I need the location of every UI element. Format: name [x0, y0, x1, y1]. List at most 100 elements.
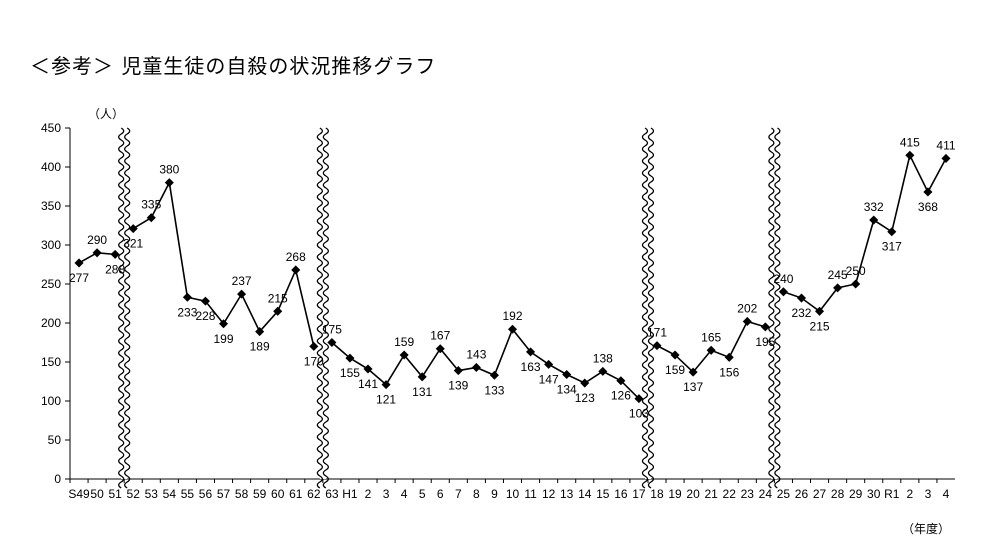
data-point — [923, 187, 933, 197]
x-tick-label: 58 — [235, 487, 249, 501]
data-label: 189 — [250, 340, 270, 354]
y-tick-label: 450 — [41, 121, 61, 135]
data-label: 171 — [647, 326, 667, 340]
x-tick-label: 16 — [614, 487, 628, 501]
data-label: 131 — [412, 385, 432, 399]
data-point — [905, 150, 915, 160]
data-label: 133 — [484, 383, 504, 397]
data-point — [778, 287, 788, 297]
data-point — [869, 215, 879, 225]
data-label: 245 — [828, 268, 848, 282]
x-tick-label: 61 — [289, 487, 303, 501]
data-point — [146, 213, 156, 223]
axis-break-gap — [319, 128, 326, 479]
data-label: 123 — [575, 391, 595, 405]
data-point — [652, 341, 662, 351]
x-tick-label: 25 — [777, 487, 791, 501]
axis-break-gap — [771, 128, 778, 479]
data-label: 159 — [394, 335, 414, 349]
data-label: 195 — [755, 335, 775, 349]
data-label: 155 — [340, 366, 360, 380]
x-tick-label: 20 — [686, 487, 700, 501]
data-label: 411 — [936, 138, 955, 152]
x-tick-label: 56 — [199, 487, 213, 501]
data-label: 103 — [629, 407, 649, 421]
x-tick-label: 5 — [419, 487, 426, 501]
x-tick-label: 6 — [437, 487, 444, 501]
data-point — [237, 289, 247, 299]
axis-break-line — [641, 127, 649, 489]
data-label: 237 — [232, 274, 252, 288]
data-point — [471, 362, 481, 372]
x-tick-label: 53 — [145, 487, 159, 501]
data-label: 137 — [683, 380, 703, 394]
data-label: 380 — [159, 163, 179, 177]
x-tick-label: 3 — [383, 487, 390, 501]
data-label: 156 — [719, 365, 739, 379]
x-tick-label: 15 — [596, 487, 610, 501]
axis-break-line — [647, 127, 655, 489]
x-tick-label: 14 — [578, 487, 592, 501]
series-line-segment — [783, 152, 947, 313]
data-point — [815, 306, 825, 316]
data-point — [74, 258, 84, 268]
axis-break-line — [124, 127, 131, 489]
x-tick-label: 26 — [795, 487, 809, 501]
x-tick-label: 62 — [307, 487, 321, 501]
x-tick-label: 11 — [524, 487, 537, 501]
data-point — [218, 319, 229, 329]
x-tick-label: 7 — [455, 487, 462, 501]
data-label: 165 — [701, 330, 721, 344]
x-tick-label: 22 — [723, 487, 737, 501]
data-point — [887, 227, 897, 237]
data-label: 228 — [195, 309, 215, 323]
axis-break-gap — [644, 128, 651, 479]
data-point — [489, 370, 499, 380]
data-label: 233 — [177, 305, 197, 319]
x-tick-label: 23 — [741, 487, 755, 501]
x-tick-label: 2 — [907, 487, 914, 501]
x-axis-label: （年度） — [902, 521, 950, 536]
x-tick-label: 57 — [217, 487, 231, 501]
data-point — [742, 316, 752, 326]
data-point — [291, 265, 301, 275]
data-label: 317 — [882, 240, 902, 254]
axis-break-line — [118, 127, 125, 489]
axis-break-line — [316, 127, 323, 489]
data-point — [941, 153, 951, 163]
y-tick-label: 350 — [41, 199, 61, 213]
x-tick-label: 51 — [108, 487, 122, 501]
data-label: 192 — [502, 309, 522, 323]
data-label: 250 — [846, 264, 866, 278]
data-point — [851, 279, 861, 289]
data-point — [526, 347, 536, 357]
data-label: 368 — [918, 200, 938, 214]
data-label: 290 — [87, 233, 107, 247]
data-point — [92, 248, 102, 258]
x-tick-label: 2 — [365, 487, 372, 501]
data-label: 335 — [141, 198, 161, 212]
x-tick-label: 54 — [163, 487, 177, 501]
x-tick-label: 4 — [943, 487, 950, 501]
data-point — [182, 292, 192, 302]
x-tick-label: S49 — [68, 487, 90, 501]
x-tick-label: 8 — [473, 487, 480, 501]
y-tick-label: 150 — [41, 355, 61, 369]
data-label: 415 — [900, 135, 920, 149]
data-point — [598, 366, 608, 376]
y-tick-label: 100 — [41, 394, 61, 408]
data-point — [110, 249, 120, 259]
axis-break-line — [774, 127, 781, 489]
y-tick-label: 250 — [41, 277, 61, 291]
data-label: 240 — [773, 272, 793, 286]
data-label: 163 — [521, 360, 541, 374]
data-label: 232 — [791, 306, 811, 320]
data-label: 147 — [539, 372, 559, 386]
x-tick-label: 63 — [325, 487, 339, 501]
y-tick-label: 400 — [41, 160, 61, 174]
data-label: 215 — [268, 291, 288, 305]
data-label: 126 — [611, 389, 631, 403]
y-tick-label: 200 — [41, 316, 61, 330]
x-tick-label: 4 — [401, 487, 408, 501]
data-label: 134 — [557, 382, 577, 396]
